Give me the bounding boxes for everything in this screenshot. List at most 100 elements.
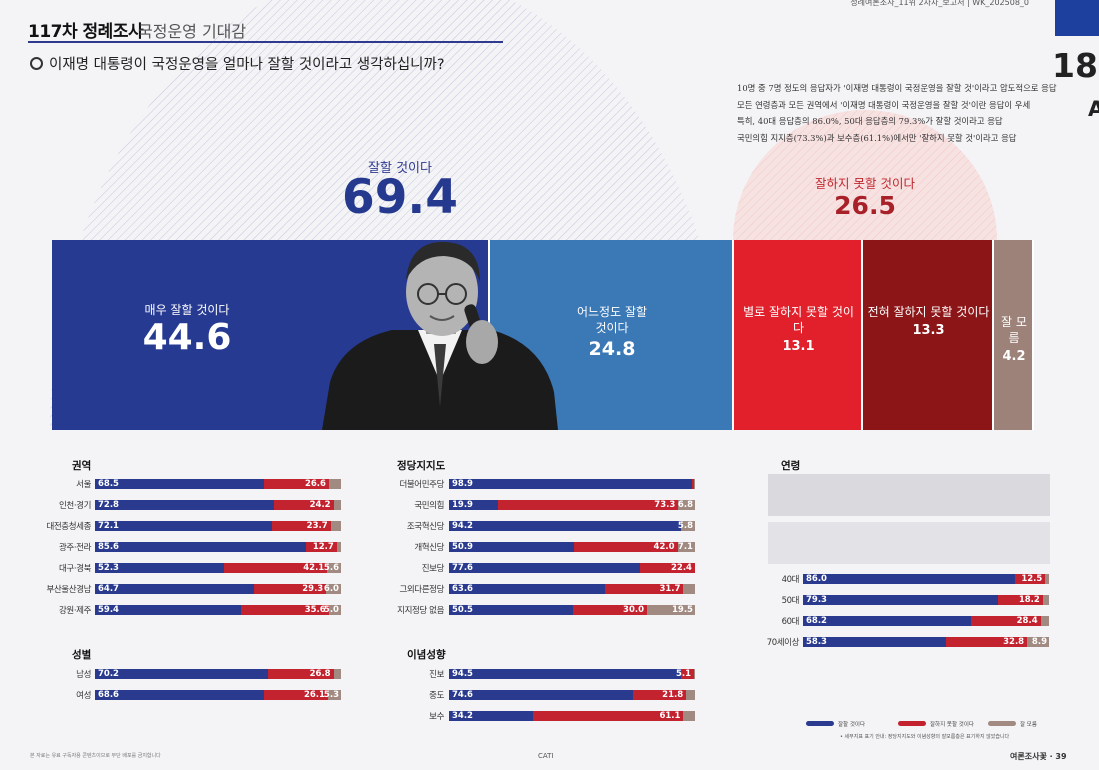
- segment-value: 5.6: [323, 563, 339, 573]
- age-group-shade: [768, 474, 1050, 516]
- segment-value: 23.7: [306, 521, 328, 531]
- category-label: 부산울산경남: [46, 585, 91, 595]
- row-segment: 52.3: [95, 563, 224, 573]
- section-heading: 성별: [72, 649, 92, 661]
- segment-value: 21.8: [662, 690, 684, 700]
- stacked-row: 64.7 29.3 6.0: [95, 584, 341, 594]
- segment-value: 86.0: [806, 574, 827, 584]
- segment-value: 26.1: [303, 690, 325, 700]
- legend-label: 잘 모름: [1020, 722, 1037, 728]
- footer-disclaimer: 본 자료는 유료 구독자용 콘텐츠이므로 무단 배포를 금지합니다: [30, 753, 161, 759]
- row-segment: 18.2: [998, 595, 1043, 605]
- category-label: 더불어민주당: [399, 480, 444, 490]
- segment-name: 전혀 잘하지 못할 것이다: [867, 305, 990, 319]
- category-label: 진보: [429, 670, 444, 680]
- stacked-row: 58.3 32.8 8.9: [803, 637, 1049, 647]
- segment-value: 26.6: [304, 479, 326, 489]
- segment-value: 42.1: [303, 563, 325, 573]
- row-segment: 63.6: [449, 584, 606, 594]
- row-segment: 35.6: [241, 605, 329, 615]
- corner-logo-block: [1055, 0, 1099, 36]
- row-segment: 5.6: [323, 563, 341, 573]
- segment-value: 24.8: [588, 338, 636, 360]
- segment-value: 30.0: [623, 605, 645, 615]
- category-label: 지지정당 없음: [397, 606, 444, 616]
- row-segment: 31.7: [605, 584, 684, 594]
- row-segment: 28.4: [970, 616, 1041, 626]
- category-label: 70세이상: [766, 638, 800, 648]
- row-segment: [683, 584, 695, 594]
- bad-total-label: 잘하지 못할 것이다: [815, 176, 915, 191]
- segment-value: 28.4: [1016, 616, 1038, 626]
- segment-value: 8.9: [1031, 637, 1047, 647]
- row-segment: 30.0: [573, 605, 648, 615]
- row-segment: 19.9: [449, 500, 498, 510]
- category-label: 서울: [76, 480, 91, 490]
- row-segment: 12.5: [1014, 574, 1046, 584]
- row-segment: [692, 479, 694, 489]
- row-segment: 26.8: [267, 669, 334, 679]
- main-bar-segment: [734, 240, 863, 430]
- row-segment: 50.5: [449, 605, 574, 615]
- row-segment: 32.8: [946, 637, 1028, 647]
- row-segment: 42.1: [223, 563, 328, 573]
- legend-swatch: [898, 721, 926, 726]
- category-label: 남성: [76, 670, 91, 680]
- segment-value: 63.6: [452, 584, 473, 594]
- main-bar-label: 잘 모름 4.2: [994, 314, 1034, 368]
- category-label: 60대: [781, 617, 800, 627]
- row-segment: 24.2: [274, 500, 334, 510]
- row-segment: [333, 669, 341, 679]
- segment-value: 73.3: [654, 500, 676, 510]
- segment-value: 29.3: [302, 584, 324, 594]
- row-segment: 68.5: [95, 479, 264, 489]
- row-segment: 72.1: [95, 521, 273, 531]
- legend-swatch: [988, 721, 1016, 726]
- stacked-row: 79.3 18.2: [803, 595, 1049, 605]
- row-segment: 98.9: [449, 479, 693, 489]
- summary-line: 특히, 40대 응답층의 86.0%, 50대 응답층의 79.3%가 잘할 것…: [737, 116, 1003, 126]
- stacked-row: 50.9 42.0 7.1: [449, 542, 695, 552]
- stacked-row: 52.3 42.1 5.6: [95, 563, 341, 573]
- question-line: 이재명 대통령이 국정운영을 얼마나 잘할 것이라고 생각하십니까?: [30, 53, 445, 74]
- segment-value: 19.9: [452, 500, 473, 510]
- stacked-row: 98.9: [449, 479, 695, 489]
- stacked-row: 94.5 5.1: [449, 669, 695, 679]
- stacked-row: 72.1 23.7: [95, 521, 341, 531]
- segment-value: 24.2: [309, 500, 331, 510]
- segment-value: 50.5: [452, 605, 473, 615]
- row-segment: [1045, 574, 1049, 584]
- segment-value: 72.8: [98, 500, 119, 510]
- summary-text: 10명 중 7명 정도의 응답자가 '이재명 대통령이 국정운영을 잘할 것'이…: [737, 80, 1067, 146]
- row-segment: [683, 711, 695, 721]
- row-segment: 72.8: [95, 500, 275, 510]
- legend-bad: 잘하지 못할 것이다: [898, 720, 974, 728]
- segment-value: 7.1: [677, 542, 693, 552]
- section-heading: 연령: [781, 460, 801, 472]
- stacked-row: 77.6 22.4: [449, 563, 695, 573]
- row-segment: 5.1: [676, 669, 694, 679]
- segment-value: 85.6: [98, 542, 119, 552]
- category-label: 그외다른정당: [399, 585, 444, 595]
- row-segment: 19.5: [647, 605, 695, 615]
- corner-number: 187: [1052, 46, 1099, 85]
- segment-value: 74.6: [452, 690, 473, 700]
- row-segment: 12.7: [305, 542, 337, 552]
- stacked-row: 63.6 31.7: [449, 584, 695, 594]
- segment-value: 26.8: [309, 669, 331, 679]
- segment-value: 5.3: [323, 690, 339, 700]
- stacked-row: 59.4 35.6 5.0: [95, 605, 341, 615]
- segment-value: 94.5: [452, 669, 473, 679]
- page-title: 117차 정례조사: [28, 22, 144, 42]
- row-segment: 64.7: [95, 584, 255, 594]
- legend-swatch: [806, 721, 834, 726]
- category-label: 대구·경북: [59, 564, 91, 574]
- segment-value: 94.2: [452, 521, 473, 531]
- row-segment: [693, 479, 695, 489]
- main-bar-label: 전혀 잘하지 못할 것이다 13.3: [863, 304, 994, 342]
- segment-value: 31.7: [659, 584, 681, 594]
- segment-name: 매우 잘할 것이다: [144, 303, 230, 317]
- stacked-row: 72.8 24.2: [95, 500, 341, 510]
- segment-value: 42.0: [653, 542, 675, 552]
- segment-value: 44.6: [142, 317, 232, 358]
